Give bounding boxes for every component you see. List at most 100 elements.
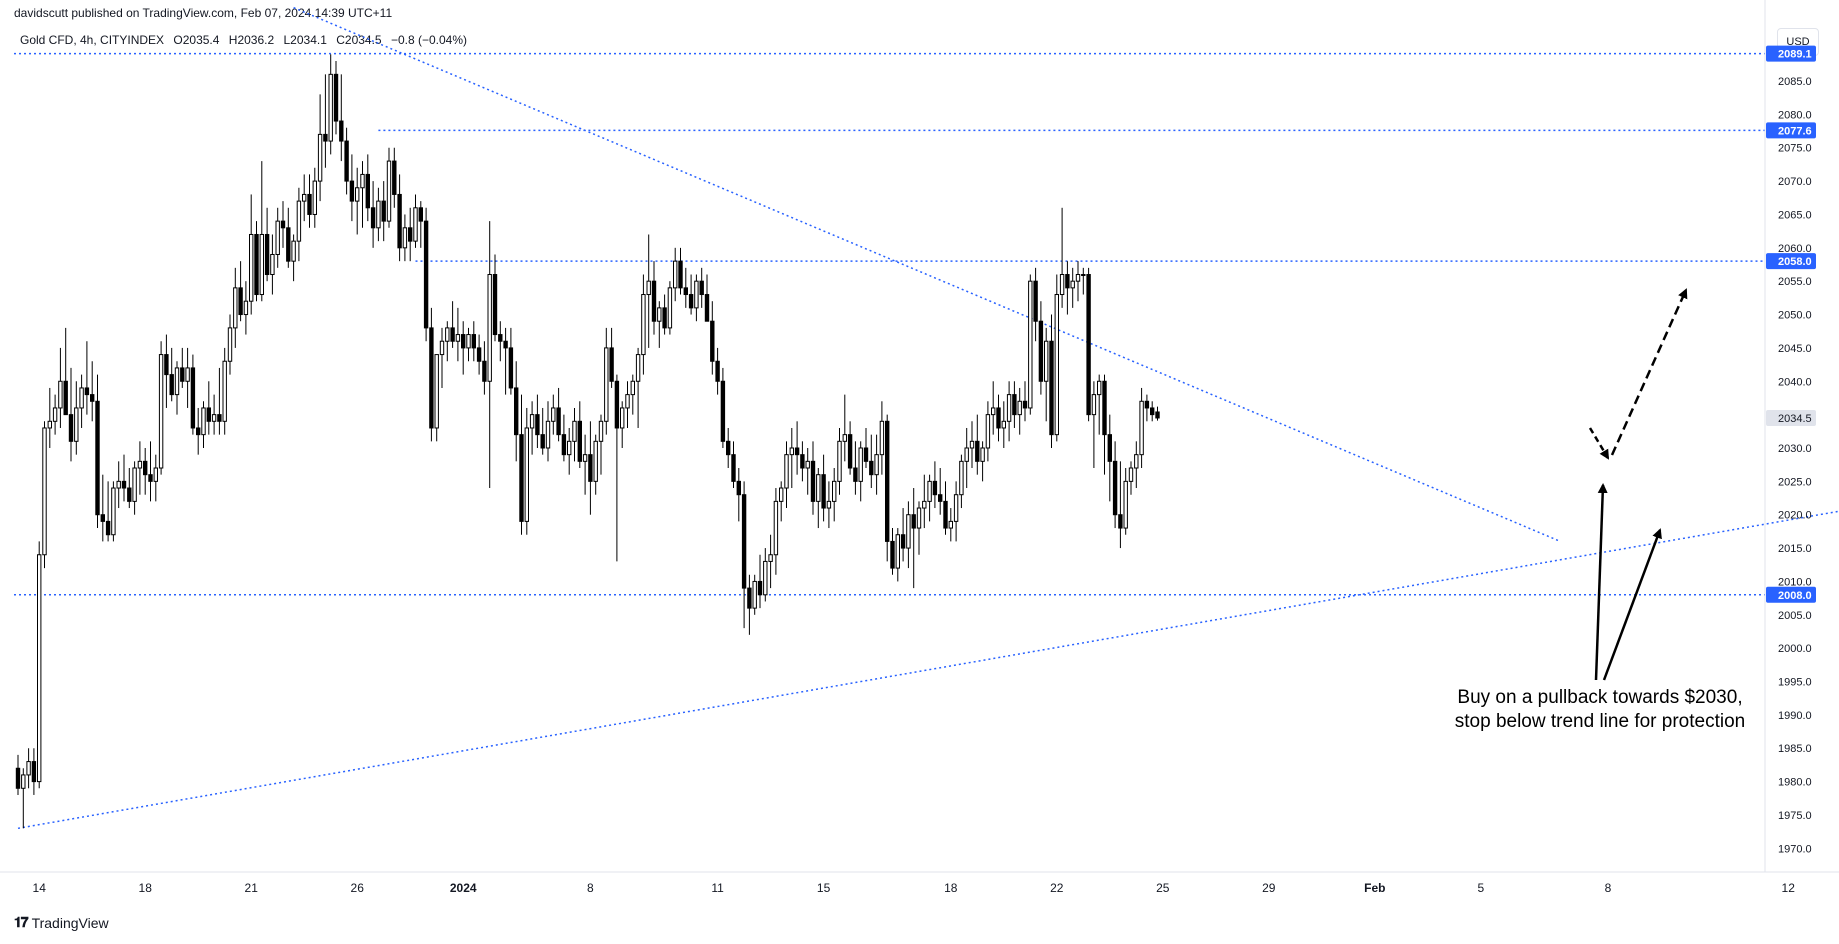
- candle-up: [991, 407, 996, 416]
- candle-down: [100, 514, 105, 522]
- candle-up: [1006, 394, 1012, 422]
- candle-down: [264, 233, 270, 276]
- candle-up: [376, 200, 381, 229]
- candle-up: [773, 500, 779, 556]
- candle-up: [227, 327, 233, 362]
- candle-down: [932, 480, 938, 496]
- candle-down: [206, 407, 212, 422]
- y-tick-label: 1975.0: [1778, 810, 1812, 822]
- candle-up: [832, 480, 837, 502]
- candle-down: [95, 400, 100, 516]
- candle-up: [620, 407, 625, 429]
- candle-down: [609, 347, 614, 382]
- tradingview-footer[interactable]: 𝟏𝟕 TradingView: [14, 914, 109, 931]
- y-tick-label: 2050.0: [1778, 310, 1812, 322]
- candle-down: [286, 227, 291, 262]
- candle-up: [487, 274, 492, 382]
- y-tick-label: 2045.0: [1778, 343, 1812, 355]
- annotation-arrows: [1588, 288, 1688, 681]
- candle-up: [635, 354, 641, 382]
- candle-up: [985, 414, 991, 449]
- candle-up: [47, 420, 52, 429]
- x-tick-label: 25: [1156, 881, 1170, 895]
- candle-up: [1044, 340, 1049, 382]
- candle-down: [996, 407, 1001, 429]
- candle-down: [731, 454, 736, 482]
- candle-up: [980, 447, 985, 462]
- candle-up: [1134, 454, 1139, 469]
- x-tick-label: 18: [139, 881, 153, 895]
- candle-up: [895, 534, 900, 569]
- candle-down: [1038, 320, 1044, 382]
- candle-down: [503, 340, 508, 349]
- candle-up: [916, 507, 922, 529]
- horizontal-levels: [14, 52, 1765, 596]
- candle-up: [1128, 467, 1134, 482]
- candle-up: [116, 480, 121, 489]
- y-tick-label: 2065.0: [1778, 209, 1812, 221]
- annotation-line-2: stop below trend line for protection: [1454, 711, 1746, 732]
- candle-up: [466, 334, 471, 349]
- x-tick-label: 11: [711, 881, 724, 895]
- symbol-name[interactable]: Gold CFD, 4h, CITYINDEX: [20, 33, 165, 47]
- y-tick-label: 1995.0: [1778, 677, 1812, 689]
- candle-down: [810, 460, 816, 502]
- candle-up: [296, 200, 302, 242]
- candle-down: [84, 387, 90, 396]
- x-tick-label: 8: [1605, 881, 1612, 895]
- price-axis[interactable]: 1970.0 1975.0 1980.0 1985.0 1990.0 1995.0 2000…: [1764, 0, 1816, 872]
- candle-up: [174, 367, 180, 396]
- y-tick-label: 2020.0: [1778, 510, 1812, 522]
- symbol-legend: Gold CFD, 4h, CITYINDEX O2035.4 H2036.2 …: [20, 33, 473, 47]
- candle-down: [492, 274, 498, 336]
- candle-down: [1118, 514, 1123, 529]
- candle-up: [524, 427, 529, 522]
- candle-up: [1139, 400, 1144, 456]
- candle-down: [710, 320, 715, 362]
- candle-down: [280, 220, 286, 229]
- candle-up: [874, 454, 879, 476]
- candle-up: [1059, 274, 1065, 296]
- x-tick-label: 26: [351, 881, 365, 895]
- candle-up: [233, 287, 238, 329]
- y-tick-label: 2055.0: [1778, 276, 1812, 288]
- candle-down: [556, 407, 561, 436]
- candle-up: [922, 500, 927, 509]
- candle-up: [1081, 274, 1086, 277]
- level-label: 2089.1: [1778, 49, 1812, 61]
- candle-up: [445, 327, 450, 342]
- candle-down: [720, 380, 726, 442]
- candle-down: [1107, 434, 1112, 462]
- candle-up: [52, 407, 58, 422]
- candle-down: [418, 207, 424, 222]
- candle-up: [243, 300, 249, 316]
- candle-down: [238, 287, 243, 316]
- y-tick-label: 2005.0: [1778, 610, 1812, 622]
- candle-down: [1065, 274, 1070, 289]
- candle-down: [662, 307, 667, 329]
- candle-up: [201, 407, 206, 436]
- candle-down: [1049, 340, 1054, 436]
- candle-down: [514, 387, 519, 436]
- candle-up: [567, 440, 572, 456]
- candle-down: [1102, 380, 1107, 436]
- candle-down: [68, 414, 74, 442]
- candle-down: [853, 467, 858, 482]
- candle-up: [302, 193, 307, 202]
- level-badge: [1766, 45, 1816, 62]
- candle-up: [948, 520, 953, 529]
- candle-up: [604, 347, 609, 422]
- y-tick-label: 2040.0: [1778, 376, 1812, 388]
- candle-down: [365, 173, 371, 209]
- candle-up: [185, 367, 190, 382]
- candle-down: [450, 327, 455, 342]
- candle-up: [673, 260, 678, 289]
- candle-up: [1070, 280, 1075, 289]
- time-axis[interactable]: 14 18 21 26 2024 8 11 15 18 22 25 29 Feb 5 8 12: [0, 871, 1839, 895]
- candle-up: [1091, 394, 1097, 416]
- candle-down: [143, 460, 148, 476]
- candle-down: [408, 227, 413, 242]
- candle-up: [270, 253, 275, 276]
- level-label: 2034.5: [1778, 413, 1812, 425]
